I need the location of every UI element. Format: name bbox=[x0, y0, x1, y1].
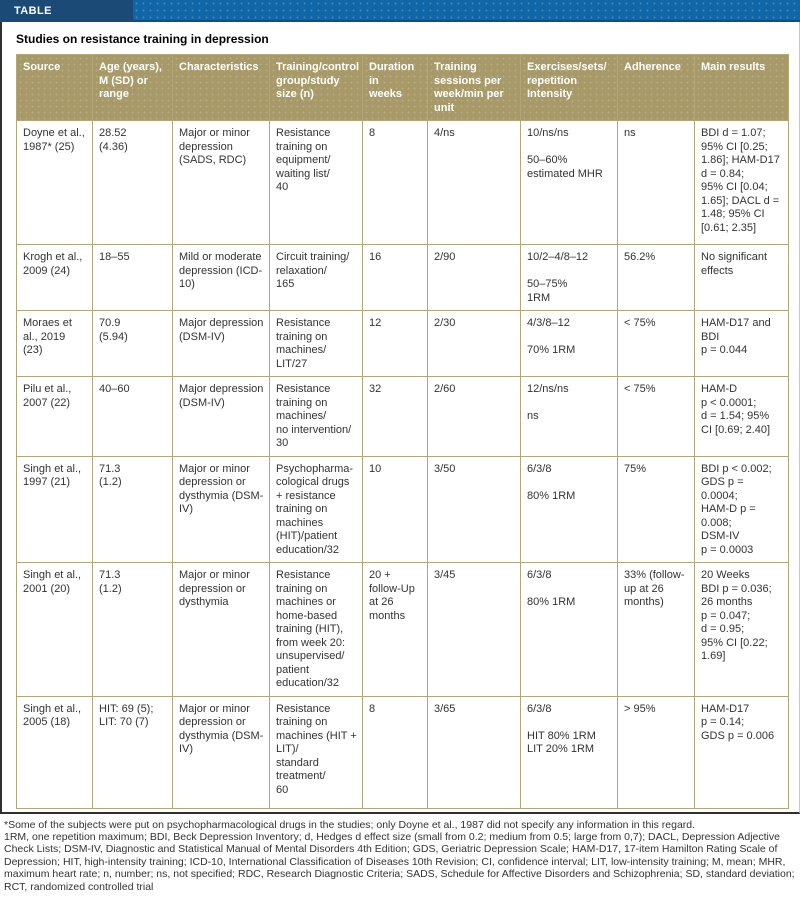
table-cell: Pilu et al., 2007 (22) bbox=[16, 376, 93, 457]
footnote-abbreviations: 1RM, one repetition maximum; BDI, Beck D… bbox=[4, 830, 795, 893]
table-cell: Krogh et al., 2009 (24) bbox=[16, 244, 93, 311]
table-cell: 12 bbox=[362, 310, 428, 377]
table-cell: Singh et al., 2005 (18) bbox=[16, 695, 93, 809]
table-cell: Singh et al., 2001 (20) bbox=[16, 562, 93, 697]
table-cell: 4/ns bbox=[427, 120, 521, 245]
table-cell: Singh et al., 1997 (21) bbox=[16, 455, 93, 563]
table-cell: HAM-D17 and BDI p = 0.044 bbox=[694, 310, 789, 377]
table-row: Krogh et al., 2009 (24) 18–55 Mild or mode… bbox=[16, 244, 789, 311]
table-cell: ns bbox=[617, 120, 695, 245]
table-cell: Circuit training/ relaxation/ 165 bbox=[269, 244, 363, 311]
table-cell: Resistance training on machines/ no inte… bbox=[269, 376, 363, 457]
table-label: TABLE bbox=[0, 0, 133, 22]
table-cell: Resistance training on equipment/ waitin… bbox=[269, 120, 363, 245]
table-cell: 2/90 bbox=[427, 244, 521, 311]
column-header: Age (years), M (SD) or range bbox=[92, 54, 173, 121]
table-cell: Resistance training on machines (HIT + L… bbox=[269, 695, 363, 809]
footnotes: *Some of the subjects were put on psycho… bbox=[0, 814, 800, 897]
studies-table: Source Age (years), M (SD) or range Charac… bbox=[16, 54, 789, 809]
table-cell: 71.3 (1.2) bbox=[92, 562, 173, 697]
table-cell: 40–60 bbox=[92, 376, 173, 457]
table-cell: 20 + follow-Up at 26 months bbox=[362, 562, 428, 697]
table-cell: 12/ns/ns ns bbox=[520, 376, 618, 457]
column-header: Source bbox=[16, 54, 93, 121]
footnote-asterisk: *Some of the subjects were put on psycho… bbox=[4, 818, 696, 831]
table-body: Doyne et al., 1987* (25) 28.52 (4.36) Majo… bbox=[16, 120, 789, 809]
table-cell: > 95% bbox=[617, 695, 695, 809]
column-header: Training sessions per week/min per unit bbox=[427, 54, 521, 121]
table-cell: 2/60 bbox=[427, 376, 521, 457]
table-cell: 56.2% bbox=[617, 244, 695, 311]
table-cell: 71.3 (1.2) bbox=[92, 455, 173, 563]
column-header: Adherence bbox=[617, 54, 695, 121]
table-cell: 10/ns/ns 50–60% estimated MHR bbox=[520, 120, 618, 245]
table-cell: 2/30 bbox=[427, 310, 521, 377]
column-header: Training/control group/study size (n) bbox=[269, 54, 363, 121]
table-cell: HAM-D p < 0.0001; d = 1.54; 95% CI [0.69… bbox=[694, 376, 789, 457]
table-cell: 18–55 bbox=[92, 244, 173, 311]
table-row: Pilu et al., 2007 (22) 40–60 Major depress… bbox=[16, 376, 789, 457]
table-cell: No significant effects bbox=[694, 244, 789, 311]
table-cell: 33% (follow-up at 26 months) bbox=[617, 562, 695, 697]
table-cell: Moraes et al., 2019 (23) bbox=[16, 310, 93, 377]
table-cell: 4/3/8–12 70% 1RM bbox=[520, 310, 618, 377]
column-header: Main results bbox=[694, 54, 789, 121]
table-cell: BDI p < 0.002; GDS p = 0.0004; HAM-D p =… bbox=[694, 455, 789, 563]
table-cell: Major or minor depression or dysthymia (… bbox=[172, 455, 270, 563]
table-cell: Doyne et al., 1987* (25) bbox=[16, 120, 93, 245]
table-cell: BDI d = 1.07; 95% CI [0.25; 1.86]; HAM-D… bbox=[694, 120, 789, 245]
table-cell: 32 bbox=[362, 376, 428, 457]
table-cell: 70.9 (5.94) bbox=[92, 310, 173, 377]
table-cell: 6/3/8 HIT 80% 1RM LIT 20% 1RM bbox=[520, 695, 618, 809]
table-cell: 10/2–4/8–12 50–75% 1RM bbox=[520, 244, 618, 311]
table-cell: Psychopharma- cological drugs + resistan… bbox=[269, 455, 363, 563]
table-cell: HAM-D17 p = 0.14; GDS p = 0.006 bbox=[694, 695, 789, 809]
table-cell: Resistance training on machines/ LIT/27 bbox=[269, 310, 363, 377]
table-cell: 3/50 bbox=[427, 455, 521, 563]
header-row: Source Age (years), M (SD) or range Charac… bbox=[16, 54, 789, 121]
table-cell: Major depression (DSM-IV) bbox=[172, 310, 270, 377]
table-cell: Major or minor depression or dysthymia bbox=[172, 562, 270, 697]
content-panel: Studies on resistance training in depres… bbox=[0, 22, 800, 814]
table-cell: 10 bbox=[362, 455, 428, 563]
table-cell: 6/3/8 80% 1RM bbox=[520, 455, 618, 563]
table-cell: 16 bbox=[362, 244, 428, 311]
column-header: Duration in weeks bbox=[362, 54, 428, 121]
table-row: Singh et al., 2005 (18) HIT: 69 (5); LIT:… bbox=[16, 695, 789, 809]
column-header: Characteristics bbox=[172, 54, 270, 121]
table-cell: Mild or moderate depression (ICD-10) bbox=[172, 244, 270, 311]
table-cell: 20 Weeks BDI p = 0.036; 26 months p = 0.… bbox=[694, 562, 789, 697]
table-caption: Studies on resistance training in depres… bbox=[16, 32, 269, 46]
table-cell: 28.52 (4.36) bbox=[92, 120, 173, 245]
table-cell: < 75% bbox=[617, 310, 695, 377]
column-header: Exercises/sets/ repetition Intensity bbox=[520, 54, 618, 121]
table-cell: HIT: 69 (5); LIT: 70 (7) bbox=[92, 695, 173, 809]
title-bar: TABLE bbox=[0, 0, 800, 22]
table-cell: Major depression (DSM-IV) bbox=[172, 376, 270, 457]
table-cell: 8 bbox=[362, 120, 428, 245]
table-cell: 8 bbox=[362, 695, 428, 809]
table-cell: < 75% bbox=[617, 376, 695, 457]
table-cell: Resistance training on machines or home-… bbox=[269, 562, 363, 697]
table-cell: 3/65 bbox=[427, 695, 521, 809]
table-row: Doyne et al., 1987* (25) 28.52 (4.36) Majo… bbox=[16, 120, 789, 245]
table-cell: 6/3/8 80% 1RM bbox=[520, 562, 618, 697]
table-row: Singh et al., 1997 (21) 71.3 (1.2) Major o… bbox=[16, 455, 789, 563]
table-cell: 3/45 bbox=[427, 562, 521, 697]
table-row: Singh et al., 2001 (20) 71.3 (1.2) Major o… bbox=[16, 562, 789, 697]
table-cell: 75% bbox=[617, 455, 695, 563]
table-row: Moraes et al., 2019 (23) 70.9 (5.94) Major… bbox=[16, 310, 789, 377]
table-cell: Major or minor depression (SADS, RDC) bbox=[172, 120, 270, 245]
table-cell: Major or minor depression or dysthymia (… bbox=[172, 695, 270, 809]
